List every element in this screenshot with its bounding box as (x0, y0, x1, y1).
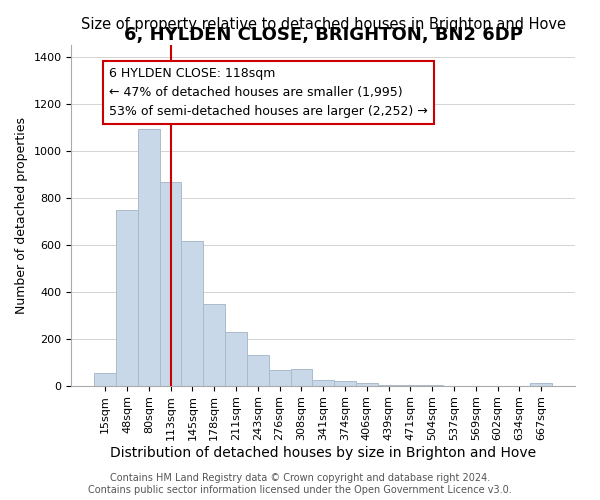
Bar (181, 242, 203, 386)
X-axis label: Distribution of detached houses by size in Brighton and Hove: Distribution of detached houses by size … (110, 446, 536, 460)
Y-axis label: Number of detached properties: Number of detached properties (15, 117, 28, 314)
Bar (203, 304, 225, 386)
Text: Contains HM Land Registry data © Crown copyright and database right 2024.
Contai: Contains HM Land Registry data © Crown c… (88, 474, 512, 495)
Text: 6 HYLDEN CLOSE: 118sqm
← 47% of detached houses are smaller (1,995)
53% of semi-: 6 HYLDEN CLOSE: 118sqm ← 47% of detached… (109, 67, 428, 118)
Bar (269, 370, 290, 386)
Bar (94, 373, 116, 386)
Bar (378, 384, 400, 386)
Bar (247, 354, 269, 386)
Bar (160, 182, 181, 386)
Bar (290, 369, 313, 386)
Title: 6, HYLDEN CLOSE, BRIGHTON, BN2 6DP: 6, HYLDEN CLOSE, BRIGHTON, BN2 6DP (124, 26, 523, 44)
Bar (225, 332, 247, 386)
Bar (334, 382, 356, 386)
Bar (356, 384, 378, 386)
Text: Size of property relative to detached houses in Brighton and Hove: Size of property relative to detached ho… (81, 17, 566, 32)
Bar (313, 380, 334, 386)
Bar (138, 128, 160, 386)
Bar (116, 210, 138, 386)
Bar (530, 384, 552, 386)
